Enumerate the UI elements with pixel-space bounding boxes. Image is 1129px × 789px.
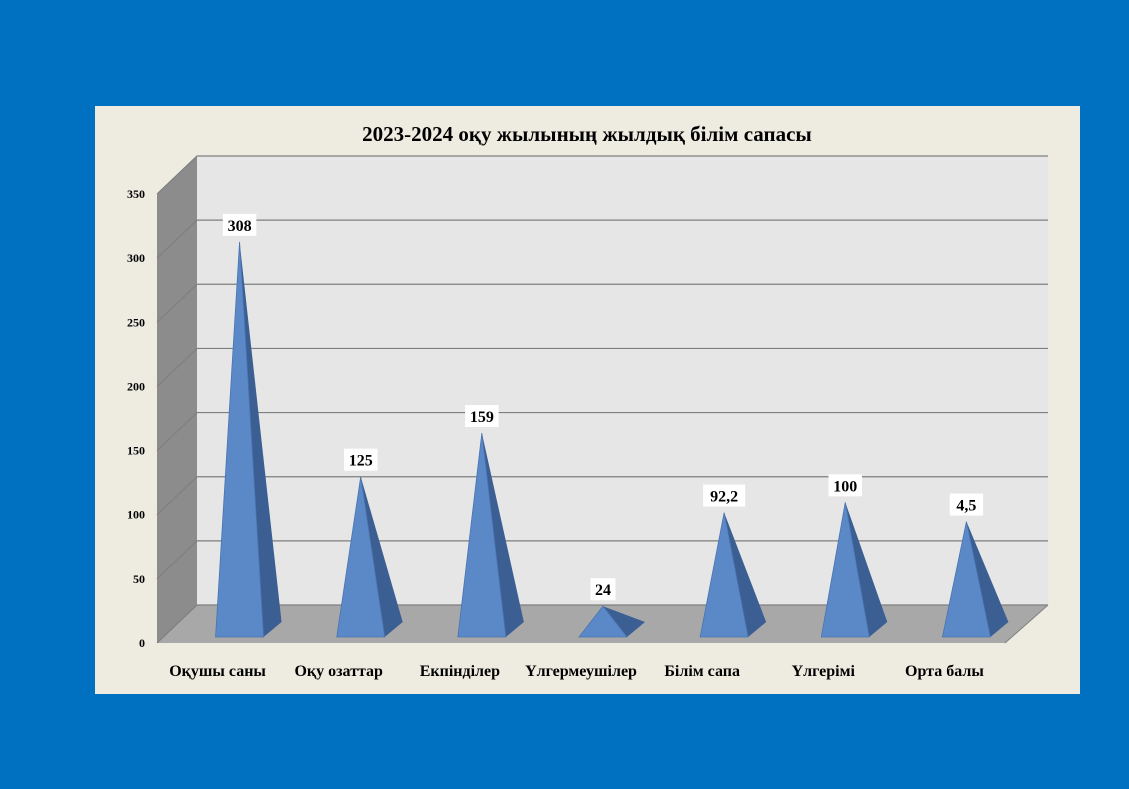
data-label: 159 (465, 405, 499, 428)
back-wall (197, 156, 1048, 605)
pyramid-front-face (699, 512, 749, 638)
pyramid-bar (699, 512, 767, 638)
pyramid-bar (578, 605, 645, 638)
pyramid-side-face (845, 502, 888, 637)
pyramid-side-face (966, 521, 1009, 637)
data-label-text: 125 (349, 453, 373, 470)
data-label: 125 (343, 448, 378, 471)
pyramid-side-face (360, 476, 403, 637)
y-tick-label: 200 (127, 379, 145, 393)
gridline (156, 155, 1048, 195)
pyramid-side-face (239, 241, 282, 637)
data-labels: 308 125 159 24 92,2 100 4,5 (222, 213, 984, 601)
data-label-box (828, 474, 863, 497)
gridline (156, 476, 1048, 516)
pyramid-front-face (578, 605, 628, 638)
data-label-text: 159 (470, 409, 494, 426)
pyramid-front-face (215, 241, 264, 638)
chart-panel: 2023-2024 оқу жылының жылдық білім сапас… (95, 106, 1080, 694)
y-tick-label: 150 (127, 444, 145, 458)
data-label: 24 (590, 578, 616, 601)
x-axis-categories: Оқушы саны Оқу озаттар Екпінділер Үлгермеуш… (169, 663, 984, 680)
gridline (156, 604, 1048, 644)
data-label: 4,5 (949, 493, 984, 516)
gridline (156, 411, 1048, 452)
chart-gridlines (156, 155, 1049, 644)
data-label-box (465, 405, 499, 428)
pyramid-front-face (941, 521, 991, 638)
data-label: 308 (222, 213, 257, 236)
data-label-text: 24 (595, 582, 611, 599)
pyramid-side-face (724, 512, 767, 637)
chart-title: 2023-2024 оқу жылының жылдық білім сапас… (362, 122, 812, 146)
gridline (156, 219, 1048, 259)
data-label-text: 100 (833, 478, 857, 495)
data-label-text: 308 (228, 218, 252, 235)
side-wall (157, 156, 197, 643)
data-label-box (343, 448, 378, 471)
data-label-text: 92,2 (710, 489, 738, 506)
y-tick-label: 250 (127, 315, 145, 329)
y-tick-label: 350 (127, 187, 145, 201)
data-label-box (222, 213, 257, 236)
data-label: 92,2 (703, 484, 746, 507)
x-category-label: Оқушы саны (169, 663, 266, 680)
pyramid-side-face (603, 606, 645, 637)
data-label-box (703, 484, 746, 507)
x-category-label: Орта балы (905, 663, 984, 680)
y-axis-ticks: 0 50 100 150 200 250 300 350 (127, 187, 145, 650)
chart-bars (215, 241, 1009, 638)
pyramid-bar (457, 432, 524, 638)
data-label: 100 (828, 474, 863, 497)
gridline (156, 283, 1048, 323)
pyramid-bar (215, 241, 282, 638)
chart-svg: 2023-2024 оқу жылының жылдық білім сапас… (127, 122, 1049, 680)
y-tick-label: 50 (133, 572, 145, 586)
y-tick-label: 100 (127, 508, 145, 522)
pyramid-bar (941, 521, 1009, 638)
floor-edge (1004, 604, 1049, 644)
data-label-box (949, 493, 984, 516)
gridline (156, 347, 1048, 387)
x-category-label: Екпінділер (420, 663, 500, 680)
y-tick-label: 300 (127, 251, 145, 265)
x-category-label: Үлгермеушілер (525, 663, 637, 680)
pyramid-front-face (457, 432, 507, 638)
pyramid-bar (820, 502, 888, 638)
x-category-label: Оқу озаттар (294, 663, 383, 680)
gridline (156, 540, 1048, 580)
data-label-text: 4,5 (956, 498, 976, 515)
pyramid-bar (336, 476, 403, 638)
pyramid-front-face (336, 476, 386, 638)
pyramid-side-face (481, 433, 524, 637)
x-category-label: Үлгерімі (792, 663, 856, 680)
data-label-box (590, 578, 616, 601)
x-category-label: Білім сапа (664, 663, 740, 680)
pyramid-front-face (820, 502, 870, 638)
chart-walls (157, 156, 1048, 643)
y-tick-label: 0 (139, 636, 145, 650)
